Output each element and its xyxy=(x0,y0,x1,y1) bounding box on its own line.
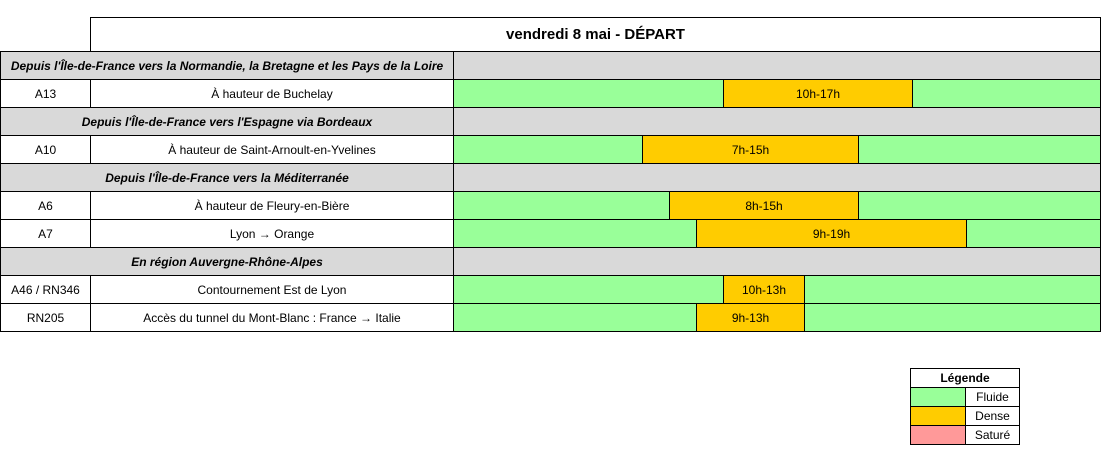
section-band xyxy=(453,51,1101,80)
road: RN205 xyxy=(0,303,91,332)
road: A13 xyxy=(0,79,91,108)
location: À hauteur de Buchelay xyxy=(90,79,454,108)
period: 9h-13h xyxy=(696,303,805,332)
period: 10h-17h xyxy=(723,79,913,108)
legend-swatch xyxy=(910,425,966,445)
road: A6 xyxy=(0,191,91,220)
location: Contournement Est de Lyon xyxy=(90,275,454,304)
period: 8h-15h xyxy=(669,191,859,220)
section-title: Depuis l'Île-de-France vers l'Espagne vi… xyxy=(0,107,454,136)
section-title: En région Auvergne-Rhône-Alpes xyxy=(0,247,454,276)
section-band xyxy=(453,247,1101,276)
location: À hauteur de Fleury-en-Bière xyxy=(90,191,454,220)
period: 7h-15h xyxy=(642,135,859,164)
road: A7 xyxy=(0,219,91,248)
section-title: Depuis l'Île-de-France vers la Normandie… xyxy=(0,51,454,80)
legend-swatch xyxy=(910,387,966,407)
section-band xyxy=(453,107,1101,136)
road: A46 / RN346 xyxy=(0,275,91,304)
period: 10h-13h xyxy=(723,275,805,304)
legend-title: Légende xyxy=(910,368,1020,388)
legend-label: Dense xyxy=(965,406,1020,426)
legend-label: Fluide xyxy=(965,387,1020,407)
location: Lyon → Orange xyxy=(90,219,454,248)
legend-swatch xyxy=(910,406,966,426)
period: 9h-19h xyxy=(696,219,967,248)
section-band xyxy=(453,163,1101,192)
location: À hauteur de Saint-Arnoult-en-Yvelines xyxy=(90,135,454,164)
section-title: Depuis l'Île-de-France vers la Méditerra… xyxy=(0,163,454,192)
road: A10 xyxy=(0,135,91,164)
title: vendredi 8 mai - DÉPART xyxy=(90,17,1101,52)
location: Accès du tunnel du Mont-Blanc : France →… xyxy=(90,303,454,332)
legend-label: Saturé xyxy=(965,425,1020,445)
